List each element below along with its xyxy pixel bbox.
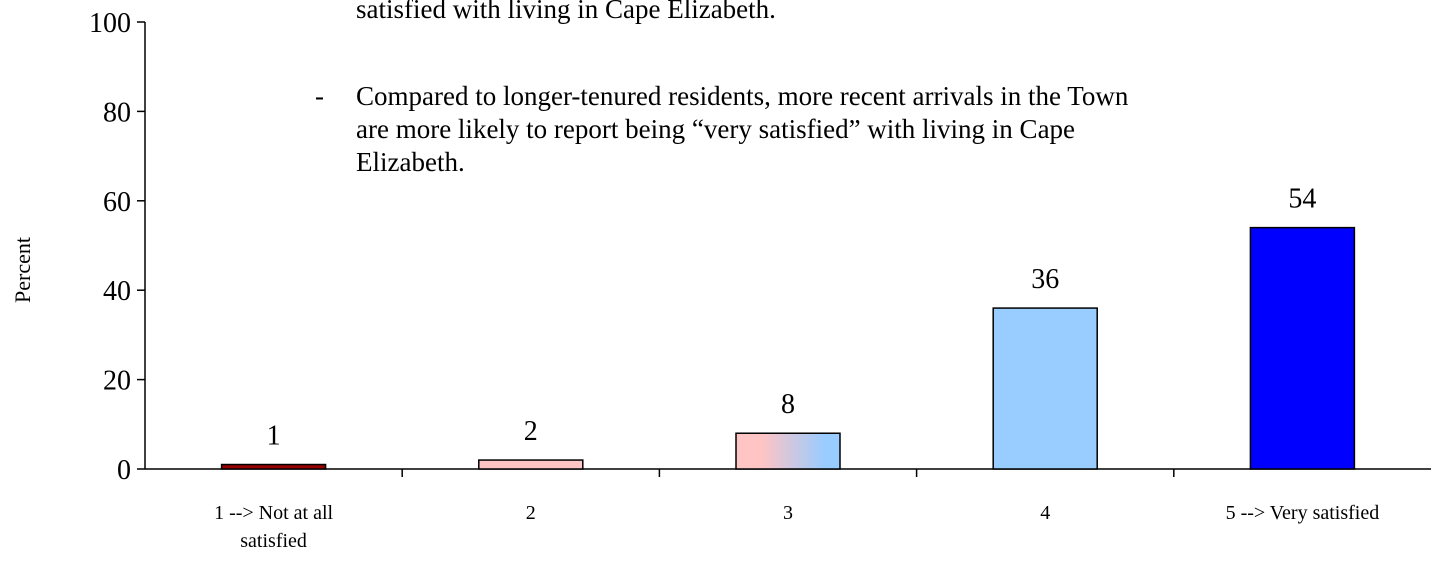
bar [735, 432, 841, 470]
x-tick-label: 2 [525, 502, 536, 524]
annotation-line: are more likely to report being “very sa… [356, 114, 1075, 144]
y-tick-label: 100 [89, 8, 131, 39]
x-tick-label: 5 --> Very satisfied [1225, 502, 1380, 524]
value-label: 1 [267, 421, 281, 452]
bar [478, 459, 584, 470]
x-tick-label: 3 [783, 502, 793, 524]
value-label: 54 [1288, 184, 1316, 215]
bar [992, 307, 1098, 470]
y-tick-label: 0 [117, 455, 131, 486]
y-tick-label: 80 [103, 97, 131, 128]
value-label: 8 [781, 389, 795, 420]
y-axis-label: Percent [10, 237, 35, 303]
annotation-line: Elizabeth. [356, 147, 465, 177]
y-tick-label: 20 [103, 366, 131, 397]
x-tick-label: 1 --> Not at all satisfied [214, 502, 334, 552]
y-tick-label: 60 [103, 187, 131, 218]
bar [1249, 226, 1356, 470]
y-tick-label: 40 [103, 276, 131, 307]
annotation-line: Compared to longer-tenured residents, mo… [356, 81, 1129, 111]
value-label: 36 [1031, 264, 1059, 295]
bullet: - [315, 81, 324, 111]
bar [220, 463, 327, 470]
value-label: 2 [524, 416, 538, 447]
x-tick-label: 4 [1040, 502, 1051, 524]
annotation: satisfied with living in Cape Elizabeth. [356, 0, 776, 24]
